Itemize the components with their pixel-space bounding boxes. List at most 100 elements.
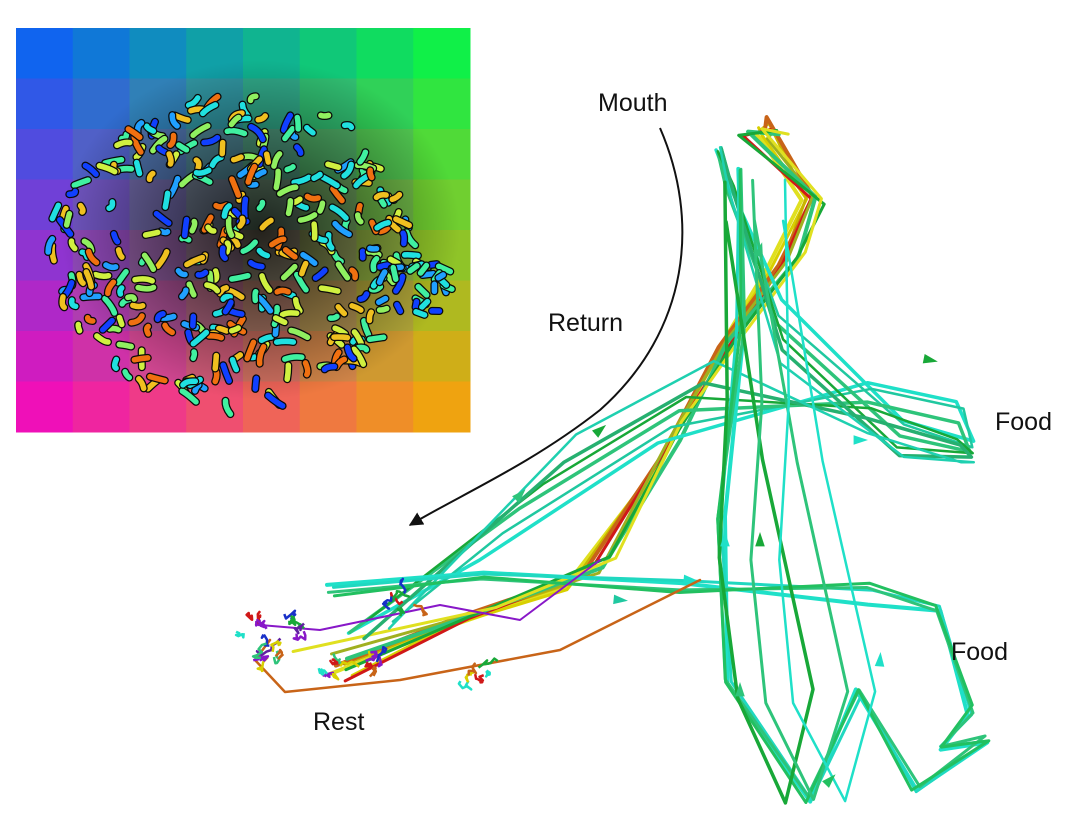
fragment bbox=[190, 123, 211, 138]
fragment bbox=[190, 313, 197, 329]
fragment bbox=[357, 149, 369, 165]
fragment bbox=[142, 229, 161, 238]
fragment bbox=[193, 167, 212, 176]
rest-squiggle bbox=[251, 642, 267, 660]
fragment bbox=[248, 124, 266, 143]
fragment bbox=[179, 388, 199, 405]
fragment bbox=[144, 123, 157, 134]
fragment bbox=[291, 174, 312, 186]
fragment bbox=[63, 211, 73, 228]
rest-squiggle bbox=[368, 665, 378, 678]
fragment bbox=[291, 196, 303, 205]
fragment bbox=[131, 355, 151, 363]
direction-arrow bbox=[512, 489, 526, 503]
fragment bbox=[77, 202, 86, 215]
fragment bbox=[92, 271, 112, 279]
return-label: Return bbox=[548, 309, 623, 337]
direction-arrow bbox=[735, 682, 745, 697]
fragment bbox=[353, 173, 371, 189]
rest-squiggle bbox=[256, 618, 268, 630]
fragment bbox=[180, 378, 199, 388]
fragment bbox=[387, 256, 401, 267]
fragment bbox=[117, 285, 125, 297]
fragment bbox=[228, 325, 241, 334]
fragment bbox=[317, 200, 326, 214]
fragment bbox=[153, 210, 172, 226]
fragment bbox=[295, 201, 309, 211]
fragment bbox=[335, 261, 351, 281]
fragment bbox=[114, 139, 133, 149]
fragment bbox=[413, 309, 428, 318]
fragment bbox=[284, 164, 296, 173]
food-label-upper: Food bbox=[995, 408, 1052, 436]
fragment bbox=[256, 344, 267, 367]
fragment bbox=[116, 341, 134, 350]
fragment bbox=[351, 329, 364, 347]
fragment bbox=[304, 124, 316, 136]
fragment bbox=[273, 338, 297, 345]
fragment bbox=[226, 307, 245, 317]
fragment bbox=[115, 268, 129, 286]
fragment bbox=[311, 171, 323, 181]
rest-squiggle bbox=[399, 577, 407, 596]
fragment bbox=[68, 297, 79, 310]
trajectory-food-upper bbox=[365, 150, 974, 622]
rest-squiggle bbox=[365, 650, 379, 662]
fragment bbox=[103, 262, 119, 271]
rest-squiggle bbox=[332, 653, 342, 666]
fragment bbox=[254, 169, 267, 178]
rest-squiggle bbox=[317, 667, 329, 676]
fragment bbox=[259, 217, 274, 231]
fragment bbox=[144, 323, 151, 337]
fragment bbox=[172, 112, 191, 123]
fragment bbox=[401, 252, 421, 259]
fragment bbox=[224, 127, 248, 137]
trajectory-vertical bbox=[778, 178, 877, 803]
fragment bbox=[131, 134, 144, 155]
rest-squiggle bbox=[270, 640, 282, 652]
direction-arrow bbox=[922, 354, 938, 364]
rest-squiggle bbox=[364, 661, 373, 669]
direction-arrow bbox=[592, 424, 607, 438]
trajectory-food-upper bbox=[362, 147, 974, 641]
fragment bbox=[376, 305, 390, 313]
fragment bbox=[407, 263, 420, 274]
fragment bbox=[146, 170, 156, 183]
fragment bbox=[82, 162, 99, 177]
fragment bbox=[222, 398, 234, 417]
fragment bbox=[166, 151, 174, 167]
trajectory-food-upper bbox=[346, 148, 976, 635]
fragment bbox=[412, 298, 420, 310]
rest-squiggle bbox=[477, 657, 499, 669]
fragment bbox=[389, 191, 403, 203]
fragment bbox=[75, 321, 83, 334]
fragment bbox=[265, 392, 286, 409]
fragment bbox=[228, 114, 242, 128]
fragment bbox=[219, 245, 228, 261]
fragment bbox=[419, 298, 431, 310]
fragment bbox=[330, 186, 345, 204]
food-label-lower: Food bbox=[951, 638, 1008, 666]
rest-squiggle bbox=[293, 622, 305, 635]
trajectory-plot bbox=[234, 115, 991, 805]
fragment bbox=[400, 230, 407, 247]
fragment bbox=[175, 268, 188, 278]
fragment bbox=[284, 362, 292, 382]
fragment bbox=[248, 260, 265, 270]
fragment bbox=[184, 254, 206, 268]
trajectory-lines bbox=[253, 115, 991, 805]
fragment bbox=[244, 339, 257, 362]
fragment bbox=[263, 151, 272, 165]
fragment bbox=[71, 177, 91, 188]
fragment bbox=[255, 113, 268, 123]
fragment bbox=[94, 333, 111, 345]
fragment bbox=[288, 327, 311, 341]
fragment bbox=[229, 176, 242, 198]
fragment bbox=[302, 360, 311, 378]
rest-squiggle bbox=[245, 611, 254, 621]
fragment bbox=[269, 236, 287, 248]
fragment bbox=[285, 198, 294, 217]
mouth-label: Mouth bbox=[598, 89, 667, 117]
return-arrow bbox=[408, 127, 684, 526]
fragment bbox=[102, 295, 118, 316]
